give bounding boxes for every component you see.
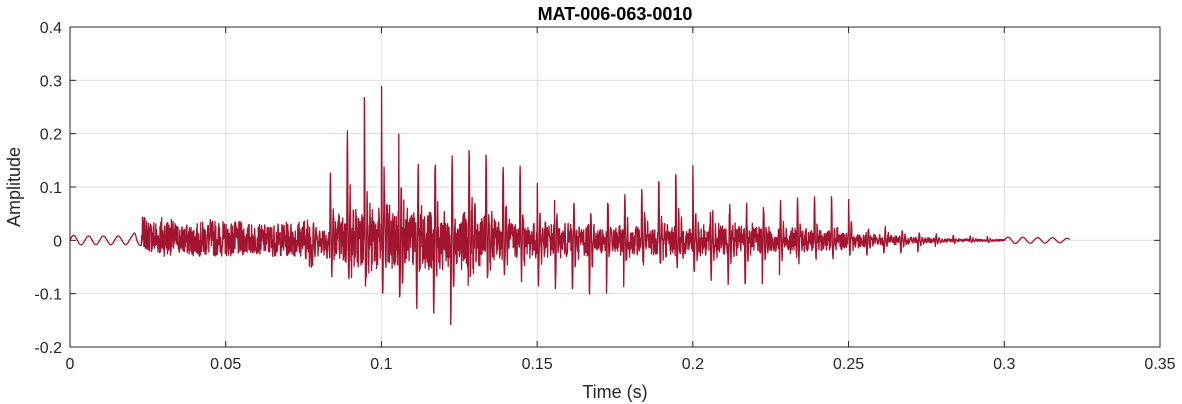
y-tick-labels: -0.2 -0.1 0 0.1 0.2 0.3 0.4: [34, 20, 62, 357]
waveform-line: [69, 85, 1071, 326]
x-tick-label: 0.1: [370, 356, 392, 373]
y-tick-label: -0.1: [34, 287, 62, 304]
x-tick-label: 0.35: [1144, 356, 1175, 373]
y-tick-label: 0: [53, 233, 62, 250]
x-tick-label: 0.3: [993, 356, 1015, 373]
y-tick-label: 0.1: [40, 180, 62, 197]
ticks: [69, 26, 1161, 348]
x-tick-label: 0.05: [210, 356, 241, 373]
x-tick-label: 0.25: [833, 356, 864, 373]
x-tick-label: 0.15: [522, 356, 553, 373]
y-tick-label: -0.2: [34, 340, 62, 357]
x-tick-label: 0.2: [682, 356, 704, 373]
y-tick-label: 0.4: [40, 20, 62, 37]
x-tick-label: 0: [66, 356, 75, 373]
x-axis-label: Time (s): [582, 382, 647, 402]
x-tick-labels: 0 0.05 0.1 0.15 0.2 0.25 0.3 0.35: [66, 356, 1176, 373]
chart-title: MAT-006-063-0010: [538, 4, 693, 24]
y-tick-label: 0.3: [40, 73, 62, 90]
y-axis-label: Amplitude: [4, 147, 24, 227]
y-tick-label: 0.2: [40, 127, 62, 144]
